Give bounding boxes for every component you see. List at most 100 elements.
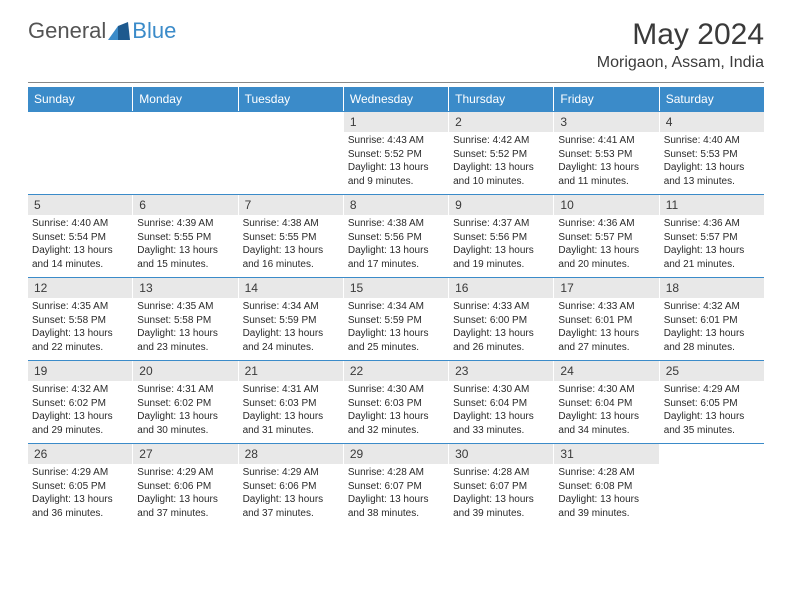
sunrise-text: Sunrise: 4:40 AM <box>664 134 760 148</box>
daylight-text: Daylight: 13 hours and 16 minutes. <box>243 244 339 271</box>
sunset-text: Sunset: 5:55 PM <box>137 231 233 245</box>
daylight-text: Daylight: 13 hours and 14 minutes. <box>32 244 128 271</box>
day-number: 26 <box>28 444 132 464</box>
calendar-cell <box>133 112 238 194</box>
cell-body: Sunrise: 4:37 AMSunset: 5:56 PMDaylight:… <box>449 215 553 275</box>
daylight-text: Daylight: 13 hours and 19 minutes. <box>453 244 549 271</box>
sunrise-text: Sunrise: 4:34 AM <box>243 300 339 314</box>
calendar-cell: 9Sunrise: 4:37 AMSunset: 5:56 PMDaylight… <box>449 195 554 277</box>
calendar-cell <box>239 112 344 194</box>
sunrise-text: Sunrise: 4:31 AM <box>137 383 233 397</box>
daylight-text: Daylight: 13 hours and 25 minutes. <box>348 327 444 354</box>
daylight-text: Daylight: 13 hours and 28 minutes. <box>664 327 760 354</box>
day-header-sun: Sunday <box>28 87 133 111</box>
sunset-text: Sunset: 5:54 PM <box>32 231 128 245</box>
sunrise-text: Sunrise: 4:35 AM <box>32 300 128 314</box>
day-number: 24 <box>554 361 658 381</box>
sunrise-text: Sunrise: 4:31 AM <box>243 383 339 397</box>
sunrise-text: Sunrise: 4:40 AM <box>32 217 128 231</box>
daylight-text: Daylight: 13 hours and 23 minutes. <box>137 327 233 354</box>
daylight-text: Daylight: 13 hours and 34 minutes. <box>558 410 654 437</box>
sunset-text: Sunset: 6:03 PM <box>243 397 339 411</box>
day-number: 29 <box>344 444 448 464</box>
sunrise-text: Sunrise: 4:33 AM <box>558 300 654 314</box>
calendar-cell: 5Sunrise: 4:40 AMSunset: 5:54 PMDaylight… <box>28 195 133 277</box>
calendar-cell: 21Sunrise: 4:31 AMSunset: 6:03 PMDayligh… <box>239 361 344 443</box>
sunset-text: Sunset: 6:06 PM <box>137 480 233 494</box>
week-row: 26Sunrise: 4:29 AMSunset: 6:05 PMDayligh… <box>28 443 764 526</box>
day-number: 30 <box>449 444 553 464</box>
sunrise-text: Sunrise: 4:28 AM <box>453 466 549 480</box>
daylight-text: Daylight: 13 hours and 37 minutes. <box>137 493 233 520</box>
cell-body: Sunrise: 4:36 AMSunset: 5:57 PMDaylight:… <box>660 215 764 275</box>
cell-body: Sunrise: 4:40 AMSunset: 5:54 PMDaylight:… <box>28 215 132 275</box>
calendar-cell: 26Sunrise: 4:29 AMSunset: 6:05 PMDayligh… <box>28 444 133 526</box>
day-number: 23 <box>449 361 553 381</box>
calendar-cell: 17Sunrise: 4:33 AMSunset: 6:01 PMDayligh… <box>554 278 659 360</box>
sunrise-text: Sunrise: 4:38 AM <box>243 217 339 231</box>
cell-body: Sunrise: 4:33 AMSunset: 6:01 PMDaylight:… <box>554 298 658 358</box>
calendar-cell: 20Sunrise: 4:31 AMSunset: 6:02 PMDayligh… <box>133 361 238 443</box>
daylight-text: Daylight: 13 hours and 17 minutes. <box>348 244 444 271</box>
calendar-cell: 11Sunrise: 4:36 AMSunset: 5:57 PMDayligh… <box>660 195 764 277</box>
calendar-cell: 4Sunrise: 4:40 AMSunset: 5:53 PMDaylight… <box>660 112 764 194</box>
sunrise-text: Sunrise: 4:41 AM <box>558 134 654 148</box>
daylight-text: Daylight: 13 hours and 37 minutes. <box>243 493 339 520</box>
sunset-text: Sunset: 6:06 PM <box>243 480 339 494</box>
cell-body: Sunrise: 4:29 AMSunset: 6:06 PMDaylight:… <box>239 464 343 524</box>
calendar-cell: 1Sunrise: 4:43 AMSunset: 5:52 PMDaylight… <box>344 112 449 194</box>
week-row: 1Sunrise: 4:43 AMSunset: 5:52 PMDaylight… <box>28 111 764 194</box>
day-header-tue: Tuesday <box>239 87 344 111</box>
calendar-cell: 6Sunrise: 4:39 AMSunset: 5:55 PMDaylight… <box>133 195 238 277</box>
calendar-cell: 3Sunrise: 4:41 AMSunset: 5:53 PMDaylight… <box>554 112 659 194</box>
sunrise-text: Sunrise: 4:28 AM <box>558 466 654 480</box>
week-row: 5Sunrise: 4:40 AMSunset: 5:54 PMDaylight… <box>28 194 764 277</box>
sunset-text: Sunset: 5:57 PM <box>558 231 654 245</box>
calendar-cell: 2Sunrise: 4:42 AMSunset: 5:52 PMDaylight… <box>449 112 554 194</box>
day-number: 20 <box>133 361 237 381</box>
sunrise-text: Sunrise: 4:34 AM <box>348 300 444 314</box>
day-header-wed: Wednesday <box>344 87 449 111</box>
daylight-text: Daylight: 13 hours and 9 minutes. <box>348 161 444 188</box>
cell-body: Sunrise: 4:30 AMSunset: 6:03 PMDaylight:… <box>344 381 448 441</box>
sunrise-text: Sunrise: 4:33 AM <box>453 300 549 314</box>
logo-mark-icon <box>108 22 130 40</box>
sunset-text: Sunset: 6:07 PM <box>348 480 444 494</box>
sunset-text: Sunset: 6:07 PM <box>453 480 549 494</box>
day-number <box>239 112 343 116</box>
daylight-text: Daylight: 13 hours and 31 minutes. <box>243 410 339 437</box>
calendar-cell: 13Sunrise: 4:35 AMSunset: 5:58 PMDayligh… <box>133 278 238 360</box>
sunset-text: Sunset: 6:02 PM <box>32 397 128 411</box>
cell-body: Sunrise: 4:43 AMSunset: 5:52 PMDaylight:… <box>344 132 448 192</box>
daylight-text: Daylight: 13 hours and 20 minutes. <box>558 244 654 271</box>
daylight-text: Daylight: 13 hours and 30 minutes. <box>137 410 233 437</box>
calendar-cell: 15Sunrise: 4:34 AMSunset: 5:59 PMDayligh… <box>344 278 449 360</box>
daylight-text: Daylight: 13 hours and 36 minutes. <box>32 493 128 520</box>
day-number: 4 <box>660 112 764 132</box>
day-number: 2 <box>449 112 553 132</box>
sunrise-text: Sunrise: 4:29 AM <box>137 466 233 480</box>
title-block: May 2024 Morigaon, Assam, India <box>597 18 764 72</box>
day-number: 3 <box>554 112 658 132</box>
day-number: 8 <box>344 195 448 215</box>
sunrise-text: Sunrise: 4:39 AM <box>137 217 233 231</box>
cell-body: Sunrise: 4:33 AMSunset: 6:00 PMDaylight:… <box>449 298 553 358</box>
day-number: 22 <box>344 361 448 381</box>
header-divider <box>28 82 764 83</box>
day-number: 13 <box>133 278 237 298</box>
sunset-text: Sunset: 5:56 PM <box>348 231 444 245</box>
calendar-cell: 8Sunrise: 4:38 AMSunset: 5:56 PMDaylight… <box>344 195 449 277</box>
cell-body: Sunrise: 4:38 AMSunset: 5:55 PMDaylight:… <box>239 215 343 275</box>
sunset-text: Sunset: 6:03 PM <box>348 397 444 411</box>
cell-body: Sunrise: 4:28 AMSunset: 6:07 PMDaylight:… <box>449 464 553 524</box>
cell-body: Sunrise: 4:31 AMSunset: 6:03 PMDaylight:… <box>239 381 343 441</box>
logo-text-general: General <box>28 18 106 44</box>
daylight-text: Daylight: 13 hours and 39 minutes. <box>558 493 654 520</box>
day-number: 19 <box>28 361 132 381</box>
daylight-text: Daylight: 13 hours and 10 minutes. <box>453 161 549 188</box>
week-row: 12Sunrise: 4:35 AMSunset: 5:58 PMDayligh… <box>28 277 764 360</box>
cell-body: Sunrise: 4:32 AMSunset: 6:02 PMDaylight:… <box>28 381 132 441</box>
calendar-cell: 12Sunrise: 4:35 AMSunset: 5:58 PMDayligh… <box>28 278 133 360</box>
sunrise-text: Sunrise: 4:42 AM <box>453 134 549 148</box>
sunrise-text: Sunrise: 4:30 AM <box>558 383 654 397</box>
